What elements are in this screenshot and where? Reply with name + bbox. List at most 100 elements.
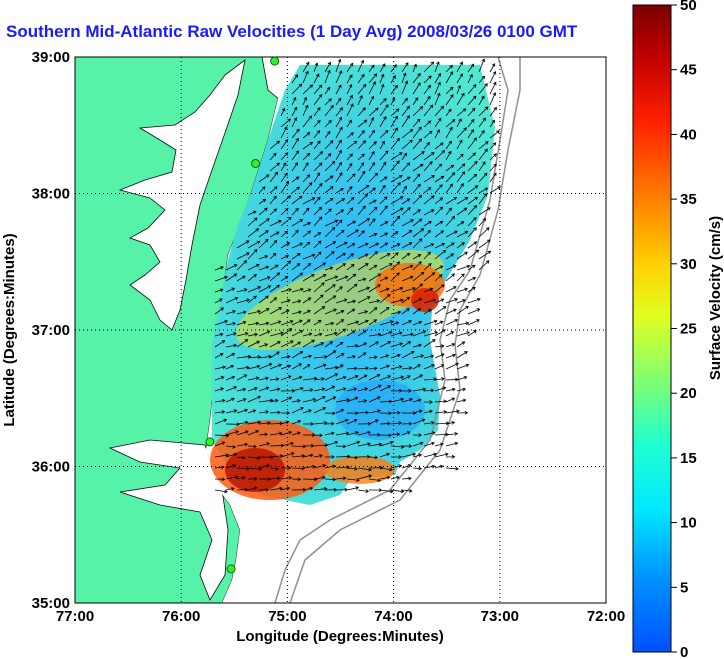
velocity-arrow [291, 272, 303, 282]
velocity-arrow-head [365, 366, 370, 371]
velocity-arrow [467, 107, 476, 117]
velocity-arrow [236, 252, 250, 260]
velocity-arrow-head [312, 397, 317, 402]
velocity-arrow-head [449, 86, 454, 91]
velocity-arrow-head [344, 241, 348, 246]
velocity-arrow-head [316, 172, 321, 176]
velocity-arrow [258, 207, 268, 216]
velocity-arrow-head [493, 153, 497, 157]
plot-border [74, 56, 607, 604]
velocity-arrow-head [306, 319, 311, 323]
velocity-arrow [291, 138, 299, 150]
velocity-arrow [269, 195, 277, 205]
velocity-arrow [379, 253, 391, 260]
velocity-arrow-head [348, 162, 353, 167]
velocity-arrow-head [386, 475, 391, 480]
velocity-arrow [280, 195, 291, 205]
velocity-arrow [346, 103, 354, 117]
velocity-arrow [313, 140, 321, 150]
velocity-arrow-head [455, 362, 459, 367]
velocity-arrow-head [340, 364, 344, 368]
velocity-arrow-head [273, 239, 278, 244]
velocity-arrow-head [275, 466, 279, 471]
velocity-arrow [302, 182, 313, 194]
velocity-arrow-head [493, 172, 497, 177]
velocity-arrow-head [257, 309, 262, 314]
velocity-arrow [302, 389, 313, 392]
velocity-arrow-head [309, 84, 314, 88]
velocity-arrow-head [232, 310, 236, 314]
velocity-arrow-head [418, 466, 422, 471]
velocity-arrow-head [471, 264, 476, 269]
velocity-arrow [434, 364, 444, 370]
velocity-arrow [478, 260, 490, 271]
velocity-arrow [379, 423, 391, 425]
velocity-arrow [478, 218, 486, 227]
velocity-arrow [390, 243, 401, 249]
velocity-arrow-head [371, 129, 375, 134]
velocity-arrow-head [404, 97, 408, 102]
velocity-arrow-head [476, 319, 480, 323]
velocity-arrow-head [409, 275, 414, 280]
velocity-arrow [335, 342, 344, 348]
velocity-arrow-head [419, 441, 424, 446]
velocity-arrow-head [365, 184, 370, 189]
velocity-arrow-head [265, 487, 270, 492]
velocity-arrow-head [355, 320, 360, 325]
velocity-arrow [456, 73, 463, 84]
velocity-arrow [401, 464, 411, 469]
velocity-arrow [423, 251, 431, 260]
velocity-arrow-head [464, 287, 469, 292]
velocity-arrow [324, 465, 336, 469]
velocity-arrow [357, 230, 365, 238]
velocity-arrow-head [276, 351, 280, 355]
velocity-arrow [346, 95, 353, 106]
velocity-arrow-head [349, 74, 353, 79]
velocity-arrow [478, 227, 490, 238]
velocity-arrow-head [308, 409, 312, 413]
velocity-arrow [357, 443, 371, 447]
velocity-arrow-head [331, 421, 335, 426]
velocity-arrow [423, 195, 435, 205]
velocity-arrow [489, 82, 497, 95]
velocity-arrow-head [464, 197, 469, 201]
velocity-arrow [379, 307, 390, 315]
velocity-arrow-head [473, 137, 477, 142]
velocity-arrow [335, 353, 345, 359]
velocity-arrow [357, 475, 372, 480]
velocity-arrow [423, 161, 433, 172]
velocity-arrow [368, 284, 381, 293]
velocity-arrow [423, 120, 432, 128]
velocity-arrow-head [329, 266, 334, 271]
velocity-arrow [368, 341, 379, 348]
velocity-arrow-head [297, 341, 302, 346]
velocity-arrow-head [242, 275, 246, 279]
velocity-arrow-head [361, 73, 365, 78]
chesapeake-bay [118, 59, 246, 331]
velocity-arrow [302, 230, 311, 238]
velocity-arrow [313, 454, 323, 458]
velocity-arrow-head [497, 186, 501, 190]
velocity-arrow [346, 264, 355, 271]
velocity-arrow [335, 127, 343, 139]
velocity-arrow-head [322, 395, 326, 400]
velocity-arrow [401, 431, 411, 436]
velocity-arrow [324, 341, 333, 348]
velocity-arrow [434, 433, 449, 436]
velocity-arrow-head [418, 218, 423, 222]
velocity-arrow-head [406, 162, 411, 166]
velocity-arrow-head [307, 309, 311, 314]
velocity-arrow-head [330, 104, 334, 109]
velocity-arrow-head [383, 115, 387, 120]
velocity-arrow-head [396, 215, 401, 220]
velocity-arrow-head [273, 152, 277, 157]
velocity-arrow-head [362, 83, 367, 88]
velocity-arrow [434, 73, 441, 84]
velocity-arrow-head [472, 152, 477, 157]
velocity-arrow [423, 272, 435, 282]
velocity-arrow [412, 419, 425, 425]
velocity-arrow [445, 183, 453, 194]
velocity-arrow [313, 73, 320, 84]
velocity-arrow [379, 341, 391, 348]
velocity-arrow-head [256, 456, 261, 460]
